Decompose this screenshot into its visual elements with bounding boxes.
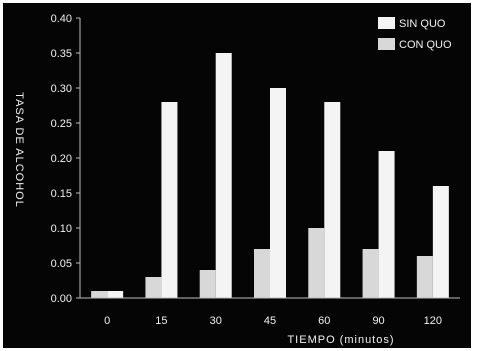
y-tick-label: 0.15 xyxy=(51,188,72,200)
bar-con-quo-60 xyxy=(308,228,325,298)
y-tick-label: 0.40 xyxy=(51,13,72,25)
bars-group xyxy=(91,53,449,298)
bar-con-quo-15 xyxy=(145,277,162,298)
x-tick-label: 60 xyxy=(318,315,330,327)
x-tick-label: 15 xyxy=(155,315,167,327)
legend-label-sin-quo: SIN QUO xyxy=(399,18,446,30)
x-tick-label: 120 xyxy=(424,315,442,327)
bar-sin-quo-15 xyxy=(161,102,178,298)
bar-con-quo-0 xyxy=(91,291,108,298)
legend-label-con-quo: CON QUO xyxy=(399,39,452,51)
x-tick-label: 30 xyxy=(210,315,222,327)
bar-sin-quo-0 xyxy=(107,291,124,298)
x-axis-label: TIEMPO (minutos) xyxy=(287,334,394,346)
y-tick-label: 0.20 xyxy=(51,153,72,165)
bar-sin-quo-30 xyxy=(215,53,232,298)
bar-con-quo-45 xyxy=(254,249,270,298)
bar-sin-quo-90 xyxy=(378,151,395,298)
legend-swatch-sin-quo xyxy=(378,17,395,29)
bar-con-quo-120 xyxy=(416,256,433,298)
y-tick-label: 0.35 xyxy=(51,48,72,60)
chart-background xyxy=(3,3,471,348)
bar-sin-quo-45 xyxy=(270,88,286,298)
bar-con-quo-30 xyxy=(199,270,216,298)
y-tick-label: 0.10 xyxy=(51,223,72,235)
bar-sin-quo-60 xyxy=(324,102,341,298)
legend: SIN QUO CON QUO xyxy=(378,17,452,51)
y-tick-label: 0.30 xyxy=(51,83,72,95)
x-tick-label: 0 xyxy=(104,315,110,327)
bar-sin-quo-120 xyxy=(432,186,449,298)
x-tick-label: 90 xyxy=(372,315,384,327)
x-tick-label: 45 xyxy=(264,315,276,327)
y-tick-label: 0.05 xyxy=(51,258,72,270)
x-axis: 0 15 30 45 60 90 120 xyxy=(80,297,460,327)
y-tick-label: 0.00 xyxy=(51,293,72,305)
y-axis-label: TASA DE ALCOHOL xyxy=(13,92,25,208)
y-axis: 0.00 0.05 0.10 0.15 0.20 0.25 0.30 0.35 0.40 xyxy=(51,13,81,305)
legend-swatch-con-quo xyxy=(378,38,395,50)
bar-con-quo-90 xyxy=(362,249,379,298)
y-tick-label: 0.25 xyxy=(51,118,72,130)
